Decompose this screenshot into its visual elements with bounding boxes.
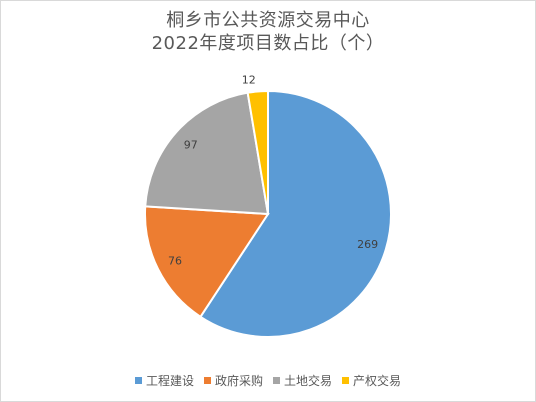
legend-swatch-land xyxy=(273,377,280,384)
legend-item-property: 产权交易 xyxy=(342,372,401,389)
chart-legend: 工程建设 政府采购 土地交易 产权交易 xyxy=(1,372,535,389)
data-label-procurement: 76 xyxy=(168,255,182,268)
legend-item-procurement: 政府采购 xyxy=(203,372,263,389)
legend-swatch-procurement xyxy=(203,377,211,384)
data-label-construction: 269 xyxy=(357,238,378,251)
legend-label-land: 土地交易 xyxy=(284,374,333,388)
chart-title-line-2: 2022年度项目数占比（个） xyxy=(151,33,385,54)
data-label-property: 12 xyxy=(242,73,256,86)
legend-item-land: 土地交易 xyxy=(273,372,332,389)
legend-label-procurement: 政府采购 xyxy=(214,374,263,388)
pie-slice-land xyxy=(144,91,270,216)
legend-label-construction: 工程建设 xyxy=(145,374,194,388)
legend-item-construction: 工程建设 xyxy=(134,372,194,389)
data-label-land: 97 xyxy=(184,138,198,151)
pie-slice-construction xyxy=(199,89,392,338)
legend-swatch-property xyxy=(342,377,350,384)
legend-swatch-construction xyxy=(134,377,142,384)
chart-title-line-1: 桐乡市公共资源交易中心 xyxy=(166,10,370,31)
pie-slice-property xyxy=(246,89,269,215)
legend-label-property: 产权交易 xyxy=(353,374,402,388)
pie-slice-procurement xyxy=(144,205,270,319)
